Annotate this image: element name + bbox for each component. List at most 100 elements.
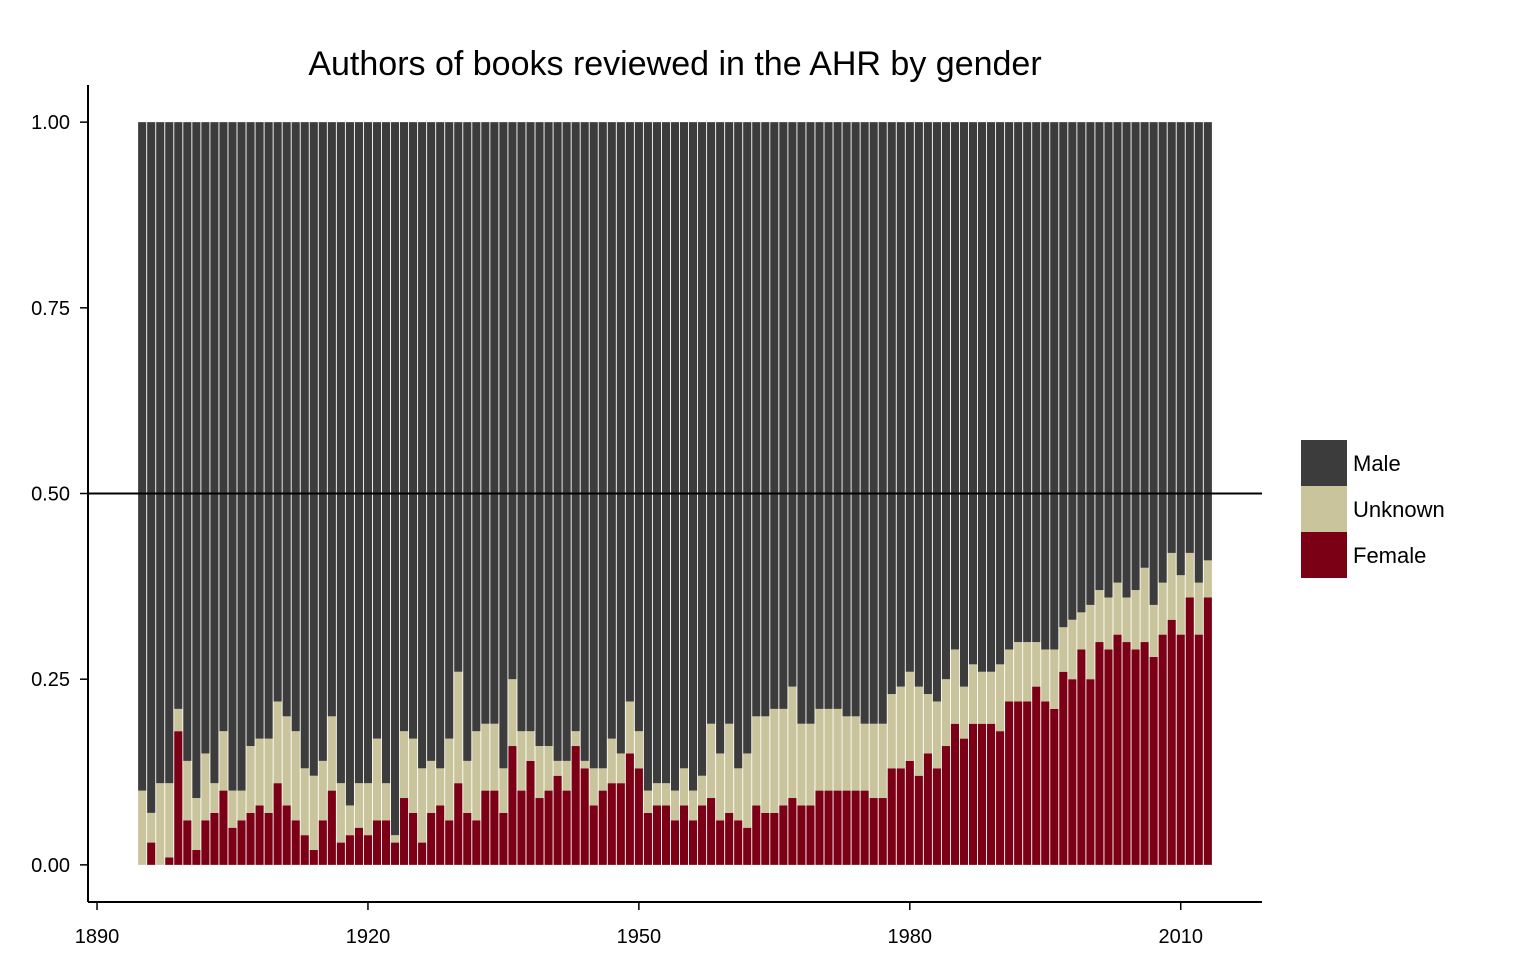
bar-female-1959 bbox=[716, 820, 725, 865]
bar-male-1909 bbox=[264, 122, 273, 739]
bar-female-1964 bbox=[761, 812, 770, 865]
bar-male-1917 bbox=[336, 122, 345, 784]
bar-female-1949 bbox=[625, 753, 634, 865]
bar-female-1927 bbox=[427, 812, 436, 865]
bar-female-2004 bbox=[1122, 642, 1131, 865]
bar-male-1963 bbox=[752, 122, 761, 717]
bar-male-1907 bbox=[246, 122, 255, 747]
bar-male-1962 bbox=[743, 122, 752, 754]
bar-male-2003 bbox=[1113, 122, 1122, 583]
bar-male-1968 bbox=[797, 122, 806, 724]
bar-female-1953 bbox=[661, 805, 671, 865]
bar-unknown-2008 bbox=[1158, 582, 1167, 635]
bar-male-1999 bbox=[1077, 122, 1086, 613]
bar-female-1937 bbox=[517, 790, 526, 865]
bar-unknown-1995 bbox=[1041, 649, 1050, 702]
bar-male-1966 bbox=[779, 122, 788, 709]
bar-male-1985 bbox=[950, 122, 960, 650]
bar-female-1904 bbox=[219, 790, 228, 865]
bar-male-1947 bbox=[607, 122, 616, 739]
bar-male-1993 bbox=[1023, 122, 1032, 643]
bar-unknown-2005 bbox=[1131, 590, 1140, 650]
bar-female-1971 bbox=[824, 790, 833, 865]
bar-unknown-1974 bbox=[851, 716, 860, 791]
bar-female-1989 bbox=[987, 723, 996, 865]
bar-female-1950 bbox=[634, 768, 643, 865]
bar-male-1953 bbox=[661, 122, 671, 784]
bar-female-1977 bbox=[878, 798, 887, 865]
bar-unknown-1898 bbox=[165, 783, 174, 858]
bar-unknown-1926 bbox=[418, 768, 427, 843]
bar-unknown-1990 bbox=[996, 664, 1005, 732]
bar-unknown-1965 bbox=[770, 708, 779, 813]
bar-unknown-1924 bbox=[400, 731, 409, 799]
bar-female-1969 bbox=[806, 805, 815, 865]
bar-unknown-1985 bbox=[950, 649, 960, 724]
bar-female-1918 bbox=[345, 835, 354, 865]
bar-female-1994 bbox=[1032, 686, 1041, 865]
bar-female-1939 bbox=[535, 798, 544, 865]
bar-unknown-2013 bbox=[1203, 560, 1212, 598]
bar-male-1927 bbox=[427, 122, 436, 761]
bar-unknown-1940 bbox=[544, 746, 553, 791]
bar-female-1935 bbox=[499, 812, 508, 865]
bar-unknown-1934 bbox=[490, 723, 499, 791]
bar-male-1951 bbox=[643, 122, 652, 791]
bar-male-1988 bbox=[977, 122, 987, 672]
bar-unknown-1909 bbox=[264, 738, 273, 813]
chart-title: Authors of books reviewed in the AHR by … bbox=[308, 45, 1041, 83]
bar-female-1993 bbox=[1023, 701, 1032, 865]
bar-male-1944 bbox=[580, 122, 589, 761]
bar-unknown-1997 bbox=[1059, 627, 1068, 672]
bar-female-1999 bbox=[1077, 649, 1086, 865]
bar-female-1941 bbox=[553, 775, 562, 865]
bar-female-1911 bbox=[282, 805, 291, 865]
legend-label-unknown: Unknown bbox=[1353, 497, 1445, 522]
bar-male-1918 bbox=[345, 122, 354, 806]
bar-female-1955 bbox=[679, 805, 689, 865]
bar-unknown-1900 bbox=[183, 760, 192, 821]
bar-female-1979 bbox=[896, 768, 905, 865]
bar-unknown-1989 bbox=[987, 671, 996, 724]
bar-male-1912 bbox=[291, 122, 300, 732]
bar-unknown-1996 bbox=[1050, 649, 1059, 709]
bar-male-1995 bbox=[1041, 122, 1050, 650]
bar-male-1980 bbox=[905, 122, 914, 672]
bar-female-1900 bbox=[183, 820, 192, 865]
bar-female-2008 bbox=[1158, 634, 1167, 865]
bar-female-1909 bbox=[264, 812, 273, 865]
bar-male-1928 bbox=[436, 122, 445, 769]
bar-male-1950 bbox=[634, 122, 643, 732]
bar-unknown-1987 bbox=[968, 664, 978, 724]
bar-male-1958 bbox=[707, 122, 716, 724]
bar-female-1976 bbox=[869, 798, 878, 865]
bar-female-1903 bbox=[210, 812, 219, 865]
bar-unknown-1928 bbox=[436, 768, 445, 806]
bar-unknown-1925 bbox=[409, 738, 418, 813]
bar-male-1901 bbox=[192, 122, 201, 799]
bar-unknown-1961 bbox=[734, 768, 743, 821]
bar-unknown-2011 bbox=[1185, 552, 1194, 598]
bar-female-1968 bbox=[797, 805, 806, 865]
bar-unknown-1976 bbox=[869, 723, 878, 799]
legend-key-male bbox=[1301, 440, 1347, 486]
x-tick-label: 1980 bbox=[888, 926, 933, 948]
bar-female-1905 bbox=[228, 827, 237, 865]
bar-unknown-1906 bbox=[237, 790, 246, 821]
bar-male-1976 bbox=[869, 122, 878, 724]
bar-female-1924 bbox=[400, 798, 409, 865]
bar-male-2010 bbox=[1176, 122, 1185, 576]
y-tick-label: 0.25 bbox=[31, 669, 70, 691]
bar-male-1987 bbox=[968, 122, 978, 665]
bar-female-2000 bbox=[1086, 679, 1095, 865]
bar-unknown-1953 bbox=[661, 783, 671, 806]
bar-male-1990 bbox=[996, 122, 1005, 665]
bar-unknown-1904 bbox=[219, 731, 228, 791]
bar-unknown-1929 bbox=[445, 738, 454, 821]
bar-female-1906 bbox=[237, 820, 246, 865]
bar-female-2011 bbox=[1185, 597, 1194, 865]
bar-female-1992 bbox=[1014, 701, 1023, 865]
bar-female-1951 bbox=[643, 812, 652, 865]
bar-female-1954 bbox=[670, 820, 680, 865]
